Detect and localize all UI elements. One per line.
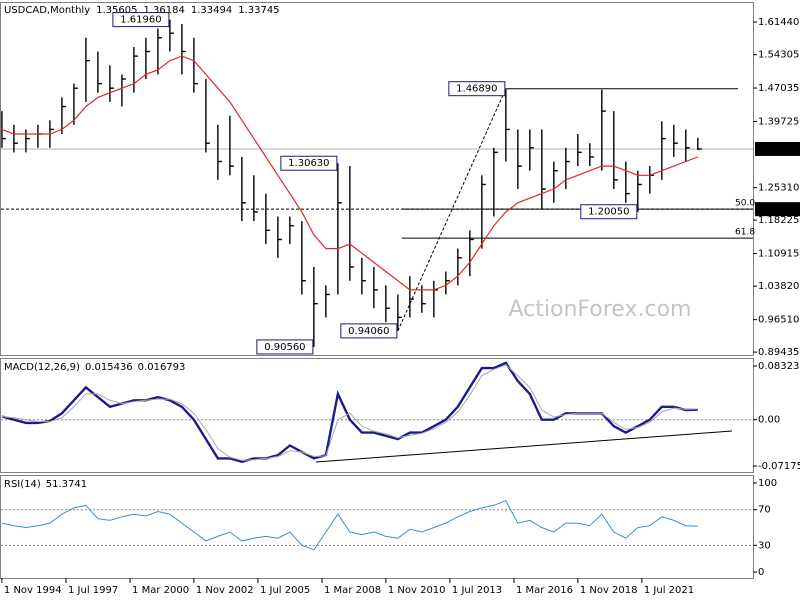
header-low: 1.33494 <box>191 5 232 16</box>
price-marker-label: 1.33745 <box>757 144 798 155</box>
x-tick-label: 1 Jul 2005 <box>260 585 310 596</box>
annotation-box <box>340 323 398 339</box>
annotation-box <box>256 339 314 355</box>
panel-frame <box>0 358 754 473</box>
rsi-header: RSI(14) 51.3741 <box>4 479 87 490</box>
header-high: 1.36184 <box>143 5 184 16</box>
series-line <box>1 364 698 461</box>
y-tick-label: 1.54305 <box>758 50 799 61</box>
series-line <box>1 500 698 551</box>
annotation-label: 0.90560 <box>264 342 305 353</box>
watermark: ActionForex.com <box>509 297 692 322</box>
fib-ratio: 61.8 <box>735 228 755 238</box>
header-close: 1.33745 <box>238 5 279 16</box>
y-tick-label: 0 <box>758 567 764 578</box>
macd-title: MACD(12,26,9) <box>4 362 80 373</box>
price-marker <box>755 202 800 217</box>
annotation-box <box>448 81 506 97</box>
y-tick-label: 0.00 <box>758 415 780 426</box>
y-tick-label: -0.071752 <box>758 461 800 472</box>
x-tick-label: 1 Jul 2013 <box>452 585 502 596</box>
series-line <box>1 55 699 291</box>
x-tick-label: 1 Nov 1994 <box>4 585 62 596</box>
price-header: USDCAD,Monthly 1.35605 1.36184 1.33494 1.337… <box>4 5 280 16</box>
macd-value: 0.015436 <box>85 362 133 373</box>
y-tick-label: 0.083235 <box>758 361 800 372</box>
annotation-box <box>280 155 338 171</box>
annotation-label: 1.61960 <box>120 15 161 26</box>
annotation-label: 0.94060 <box>348 326 389 337</box>
x-tick-label: 1 Jul 1997 <box>68 585 118 596</box>
y-tick-label: 1.18225 <box>758 215 799 226</box>
rsi-value: 51.3741 <box>46 479 87 490</box>
y-tick-label: 1.25310 <box>758 183 799 194</box>
x-tick-label: 1 Mar 2008 <box>324 585 381 596</box>
header-open: 1.35605 <box>96 5 137 16</box>
y-tick-label: 0.96510 <box>758 315 799 326</box>
annotation-box <box>112 12 170 28</box>
y-tick-label: 0.89435 <box>758 347 799 358</box>
x-tick-label: 1 Mar 2000 <box>132 585 189 596</box>
x-tick-label: 1 Mar 2016 <box>516 585 573 596</box>
annotation-label: 1.46890 <box>456 84 497 95</box>
y-tick-label: 1.03820 <box>758 281 799 292</box>
macd-header: MACD(12,26,9) 0.015436 0.016793 <box>4 362 185 373</box>
y-tick-label: 1.61440 <box>758 17 799 28</box>
x-tick-label: 1 Nov 2018 <box>580 585 638 596</box>
price-marker-label: 1.20610 <box>757 204 798 215</box>
panel-frame <box>0 2 754 356</box>
price-marker <box>755 141 800 156</box>
y-tick-label: 1.47035 <box>758 83 799 94</box>
x-tick-label: 1 Nov 2010 <box>388 585 446 596</box>
x-tick-label: 1 Nov 2002 <box>196 585 254 596</box>
symbol-title: USDCAD,Monthly <box>4 5 90 16</box>
macd-trendline <box>315 430 733 463</box>
annotation-label: 1.20050 <box>588 207 629 218</box>
x-tick-label: 1 Jul 2021 <box>644 585 694 596</box>
y-tick-label: 1.10915 <box>758 249 799 260</box>
fib-ratio: 50.0 <box>735 199 755 209</box>
y-tick-label: 1.39725 <box>758 117 799 128</box>
rsi-title: RSI(14) <box>4 479 41 490</box>
annotation-box <box>580 204 638 220</box>
panel-frame <box>0 475 754 579</box>
y-tick-label: 30 <box>758 540 771 551</box>
y-tick-label: 100 <box>758 478 777 489</box>
annotation-label: 1.30630 <box>288 158 329 169</box>
signal-value: 0.016793 <box>138 362 186 373</box>
y-tick-label: 70 <box>758 505 771 516</box>
trend-dashed <box>397 88 507 332</box>
